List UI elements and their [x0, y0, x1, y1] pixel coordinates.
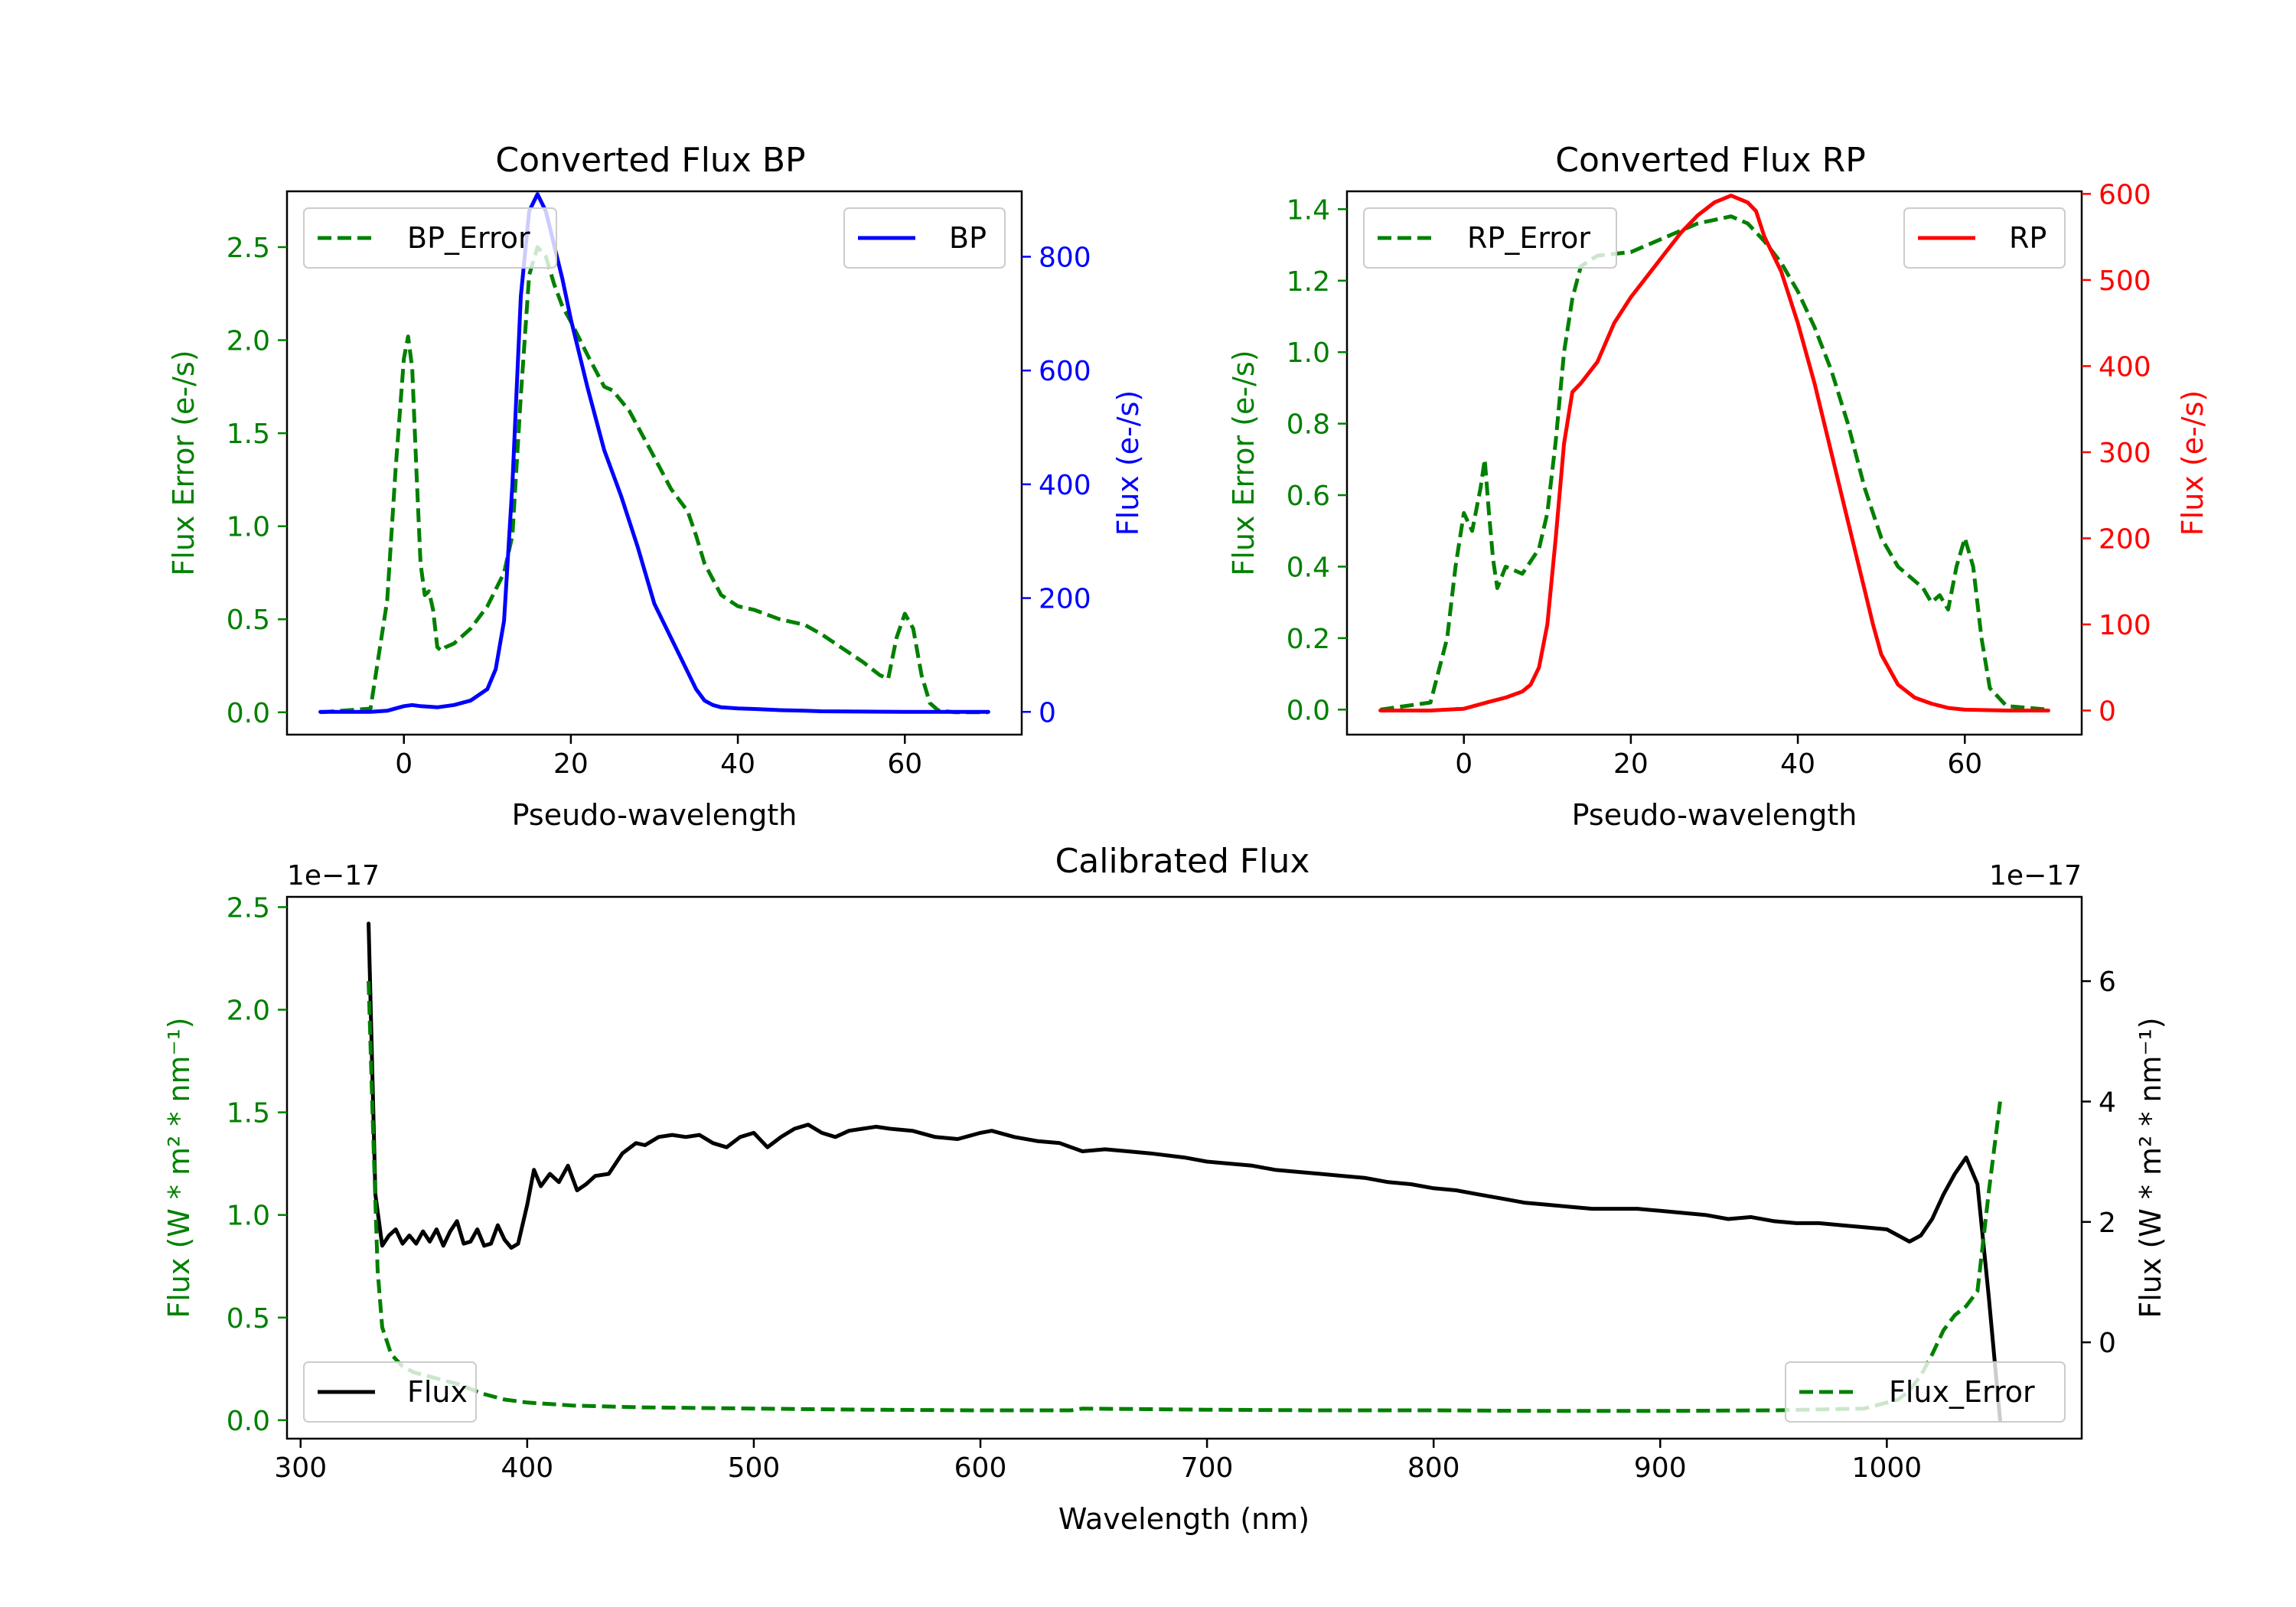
rp-title: Converted Flux RP — [1555, 141, 1866, 180]
rp-left-ytick-label: 0.6 — [1287, 481, 1330, 512]
bp-left-ytick-label: 2.0 — [227, 326, 270, 357]
cal-xtick-label: 600 — [954, 1452, 1007, 1484]
bp-right-ytick-label: 0 — [1039, 697, 1056, 729]
rp-series-rp — [1378, 194, 2050, 712]
bp-right-ytick-label: 200 — [1039, 584, 1091, 615]
cal-xtick-label: 300 — [274, 1452, 327, 1484]
cal-right-ytick-label: 0 — [2099, 1328, 2116, 1359]
cal-left-ytick-label: 2.0 — [227, 996, 270, 1027]
cal-left-ytick-label: 0.0 — [227, 1406, 270, 1437]
rp-left-ytick-label: 0.0 — [1287, 695, 1330, 726]
bp-series-bp-error — [320, 245, 989, 715]
cal-flux-error-legend-label: Flux_Error — [1889, 1375, 2035, 1409]
bp-xtick-label: 20 — [553, 748, 589, 780]
cal-legend-right[interactable]: Flux_Error — [1785, 1361, 2066, 1423]
bp-series-bp — [318, 192, 990, 714]
rp-series-rp-error — [1380, 214, 2049, 712]
cal-left-ytick-label: 0.5 — [227, 1303, 270, 1335]
bp-left-ytick-label: 1.5 — [227, 419, 270, 450]
rp-right-ytick-label: 500 — [2099, 266, 2151, 297]
cal-flux-legend-label: Flux — [407, 1375, 468, 1409]
rp-right-ylabel: Flux (e-/s) — [2176, 390, 2210, 536]
bp-right-ytick-label: 600 — [1039, 356, 1091, 387]
bp-left-ylabel: Flux Error (e-/s) — [167, 350, 201, 575]
bp-left-ytick-label: 0.0 — [227, 698, 270, 729]
rp-right-ytick-label: 300 — [2099, 438, 2151, 469]
cal-xtick-label: 700 — [1181, 1452, 1234, 1484]
rp-left-ytick-label: 0.4 — [1287, 552, 1330, 583]
bp-xtick-label: 40 — [720, 748, 755, 780]
bp-xtick-label: 60 — [887, 748, 922, 780]
cal-series-flux — [367, 921, 2002, 1423]
rp-xlabel: Pseudo-wavelength — [1572, 798, 1857, 832]
cal-axes-frame — [285, 895, 2083, 1440]
bp-legend-right[interactable]: BP — [843, 207, 1006, 269]
cal-right-ytick-label: 6 — [2099, 966, 2116, 998]
cal-xtick-label: 400 — [501, 1452, 553, 1484]
rp-right-ytick-label: 100 — [2099, 610, 2151, 641]
bp-legend-label: BP — [949, 221, 987, 255]
rp-xtick-label: 60 — [1947, 748, 1982, 780]
rp-left-ylabel: Flux Error (e-/s) — [1227, 350, 1261, 575]
rp-right-ytick-label: 600 — [2099, 179, 2151, 210]
cal-title: Calibrated Flux — [1055, 842, 1310, 881]
bp-xlabel: Pseudo-wavelength — [512, 798, 797, 832]
bp-left-ytick-label: 2.5 — [227, 233, 270, 264]
cal-xtick-label: 1000 — [1852, 1452, 1923, 1484]
rp-left-ytick-label: 0.2 — [1287, 624, 1330, 655]
bp-right-ytick-label: 400 — [1039, 470, 1091, 501]
bp-error-legend-label: BP_Error — [407, 221, 530, 255]
rp-legend-left[interactable]: RP_Error — [1363, 207, 1617, 269]
cal-right-ytick-label: 2 — [2099, 1208, 2116, 1239]
panel-rp: Converted Flux RP 0 20 40 60 0.0 0.2 0.4 0.6 0.8… — [1227, 141, 2210, 832]
rp-right-ytick-label: 400 — [2099, 351, 2151, 383]
cal-left-ylabel: Flux (W * m² * nm⁻¹) — [162, 1017, 196, 1318]
cal-xtick-label: 800 — [1407, 1452, 1460, 1484]
rp-left-ytick-label: 1.4 — [1287, 194, 1330, 226]
cal-xtick-label: 500 — [728, 1452, 781, 1484]
cal-xtick-label: 900 — [1634, 1452, 1687, 1484]
rp-axes-frame — [1345, 190, 2083, 736]
rp-right-ytick-label: 0 — [2099, 696, 2116, 727]
rp-left-ytick-label: 0.8 — [1287, 409, 1330, 441]
bp-left-ytick-label: 0.5 — [227, 605, 270, 636]
cal-xlabel: Wavelength (nm) — [1058, 1502, 1309, 1536]
bp-axes-frame — [285, 190, 1023, 736]
cal-left-offset-text: 1e−17 — [287, 860, 380, 892]
bp-left-ytick-label: 1.0 — [227, 512, 270, 543]
rp-left-ytick-label: 1.0 — [1287, 337, 1330, 369]
bp-title: Converted Flux BP — [495, 141, 805, 180]
rp-xtick-label: 20 — [1613, 748, 1649, 780]
rp-error-legend-label: RP_Error — [1467, 221, 1590, 255]
panel-calibrated: Calibrated Flux 1e−17 1e−17 300 400 500 600… — [162, 842, 2167, 1536]
cal-left-ytick-label: 1.0 — [227, 1201, 270, 1232]
bp-right-ytick-label: 800 — [1039, 242, 1091, 273]
rp-left-ytick-label: 1.2 — [1287, 266, 1330, 298]
bp-xtick-label: 0 — [395, 748, 413, 780]
cal-legend-left[interactable]: Flux — [303, 1361, 477, 1423]
bp-legend-left[interactable]: BP_Error — [303, 207, 557, 269]
panel-bp: Converted Flux BP 0 20 40 60 0.0 0.5 1.0 1.5 2.0… — [167, 141, 1145, 832]
cal-right-ylabel: Flux (W * m² * nm⁻¹) — [2134, 1017, 2167, 1318]
bp-right-ylabel: Flux (e-/s) — [1111, 390, 1145, 536]
cal-right-offset-text: 1e−17 — [1989, 860, 2082, 892]
rp-legend-label: RP — [2009, 221, 2047, 255]
cal-left-ytick-label: 2.5 — [227, 892, 270, 924]
rp-legend-right[interactable]: RP — [1903, 207, 2066, 269]
rp-right-ytick-label: 200 — [2099, 523, 2151, 555]
cal-left-ytick-label: 1.5 — [227, 1098, 270, 1129]
rp-xtick-label: 40 — [1780, 748, 1815, 780]
cal-right-ytick-label: 4 — [2099, 1087, 2116, 1118]
rp-xtick-label: 0 — [1455, 748, 1473, 780]
